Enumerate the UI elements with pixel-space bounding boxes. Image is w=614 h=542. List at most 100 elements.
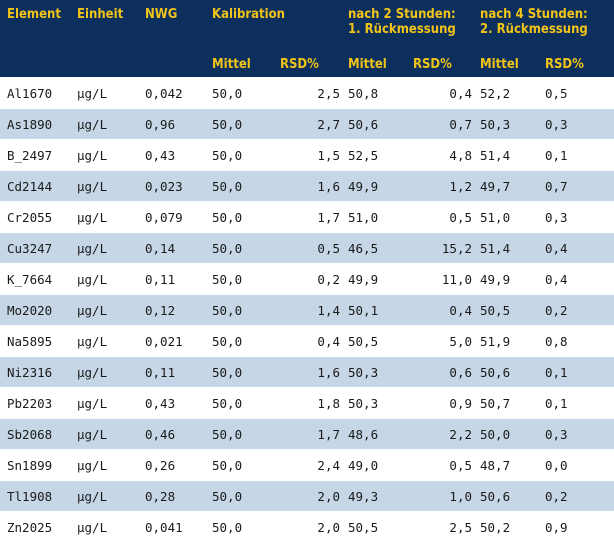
- cell-r2-rsd: 0,1: [545, 388, 614, 419]
- cell-kal-rsd: 2,4: [280, 450, 348, 481]
- cell-element: Ni2316: [0, 357, 77, 388]
- cell-nwg: 0,46: [145, 419, 212, 450]
- cell-kal-rsd: 2,7: [280, 109, 348, 140]
- cell-kal-rsd: 2,0: [280, 481, 348, 512]
- cell-r1-mittel: 49,9: [348, 264, 413, 295]
- cell-kal-mittel: 50,0: [212, 481, 280, 512]
- cell-element: Mo2020: [0, 295, 77, 326]
- table-header: Element Einheit NWG Kalibration nach 2 S…: [0, 0, 614, 78]
- cell-kal-rsd: 0,2: [280, 264, 348, 295]
- header-nach-2-line2: 1. Rückmessung: [348, 22, 480, 37]
- header-r2-mittel: Mittel: [480, 51, 545, 78]
- cell-kal-mittel: 50,0: [212, 202, 280, 233]
- cell-r1-rsd: 0,4: [413, 78, 480, 109]
- cell-nwg: 0,11: [145, 264, 212, 295]
- cell-kal-mittel: 50,0: [212, 78, 280, 109]
- cell-element: Cr2055: [0, 202, 77, 233]
- cell-einheit: µg/L: [77, 109, 145, 140]
- cell-r2-rsd: 0,1: [545, 357, 614, 388]
- cell-r1-rsd: 0,6: [413, 357, 480, 388]
- cell-kal-rsd: 1,4: [280, 295, 348, 326]
- cell-kal-mittel: 50,0: [212, 109, 280, 140]
- cell-r1-mittel: 50,1: [348, 295, 413, 326]
- cell-nwg: 0,96: [145, 109, 212, 140]
- cell-einheit: µg/L: [77, 264, 145, 295]
- cell-r2-rsd: 0,4: [545, 233, 614, 264]
- cell-kal-rsd: 2,0: [280, 512, 348, 542]
- cell-element: Sb2068: [0, 419, 77, 450]
- cell-kal-mittel: 50,0: [212, 357, 280, 388]
- cell-kal-mittel: 50,0: [212, 512, 280, 542]
- cell-r1-rsd: 11,0: [413, 264, 480, 295]
- cell-element: Zn2025: [0, 512, 77, 542]
- cell-element: B_2497: [0, 140, 77, 171]
- cell-r1-mittel: 50,5: [348, 512, 413, 542]
- cell-r1-rsd: 1,0: [413, 481, 480, 512]
- header-r2-rsd: RSD%: [545, 51, 614, 78]
- header-empty: [145, 51, 212, 78]
- cell-einheit: µg/L: [77, 357, 145, 388]
- cell-r1-rsd: 4,8: [413, 140, 480, 171]
- cell-r1-rsd: 0,5: [413, 202, 480, 233]
- cell-kal-mittel: 50,0: [212, 233, 280, 264]
- cell-einheit: µg/L: [77, 326, 145, 357]
- cell-nwg: 0,28: [145, 481, 212, 512]
- cell-r1-mittel: 50,6: [348, 109, 413, 140]
- cell-element: K_7664: [0, 264, 77, 295]
- cell-r2-mittel: 49,9: [480, 264, 545, 295]
- header-row-top: Element Einheit NWG Kalibration nach 2 S…: [0, 0, 614, 51]
- cell-kal-mittel: 50,0: [212, 419, 280, 450]
- cell-nwg: 0,041: [145, 512, 212, 542]
- cell-einheit: µg/L: [77, 295, 145, 326]
- cell-nwg: 0,042: [145, 78, 212, 109]
- cell-r2-rsd: 0,2: [545, 295, 614, 326]
- cell-r2-mittel: 51,9: [480, 326, 545, 357]
- header-kal-mittel: Mittel: [212, 51, 280, 78]
- cell-element: Cu3247: [0, 233, 77, 264]
- cell-r2-rsd: 0,1: [545, 140, 614, 171]
- cell-r2-rsd: 0,7: [545, 171, 614, 202]
- cell-element: Cd2144: [0, 171, 77, 202]
- cell-kal-rsd: 0,5: [280, 233, 348, 264]
- cell-r2-mittel: 51,0: [480, 202, 545, 233]
- cell-r2-rsd: 0,3: [545, 202, 614, 233]
- cell-r2-rsd: 0,4: [545, 264, 614, 295]
- cell-r1-mittel: 48,6: [348, 419, 413, 450]
- cell-kal-mittel: 50,0: [212, 388, 280, 419]
- cell-r1-mittel: 52,5: [348, 140, 413, 171]
- cell-r1-rsd: 2,2: [413, 419, 480, 450]
- cell-element: Tl1908: [0, 481, 77, 512]
- cell-kal-mittel: 50,0: [212, 450, 280, 481]
- cell-einheit: µg/L: [77, 419, 145, 450]
- cell-r2-mittel: 52,2: [480, 78, 545, 109]
- cell-nwg: 0,43: [145, 140, 212, 171]
- cell-r1-mittel: 50,8: [348, 78, 413, 109]
- cell-r2-mittel: 51,4: [480, 233, 545, 264]
- cell-element: Na5895: [0, 326, 77, 357]
- cell-r2-rsd: 0,3: [545, 109, 614, 140]
- cell-r1-rsd: 0,5: [413, 450, 480, 481]
- cell-einheit: µg/L: [77, 78, 145, 109]
- cell-r1-mittel: 49,3: [348, 481, 413, 512]
- cell-r2-mittel: 50,2: [480, 512, 545, 542]
- cell-nwg: 0,26: [145, 450, 212, 481]
- header-nach-2-stunden: nach 2 Stunden: 1. Rückmessung: [348, 0, 480, 51]
- cell-r1-rsd: 1,2: [413, 171, 480, 202]
- cell-einheit: µg/L: [77, 388, 145, 419]
- header-empty: [77, 51, 145, 78]
- cell-einheit: µg/L: [77, 202, 145, 233]
- header-empty: [0, 51, 77, 78]
- header-r1-mittel: Mittel: [348, 51, 413, 78]
- cell-r1-rsd: 15,2: [413, 233, 480, 264]
